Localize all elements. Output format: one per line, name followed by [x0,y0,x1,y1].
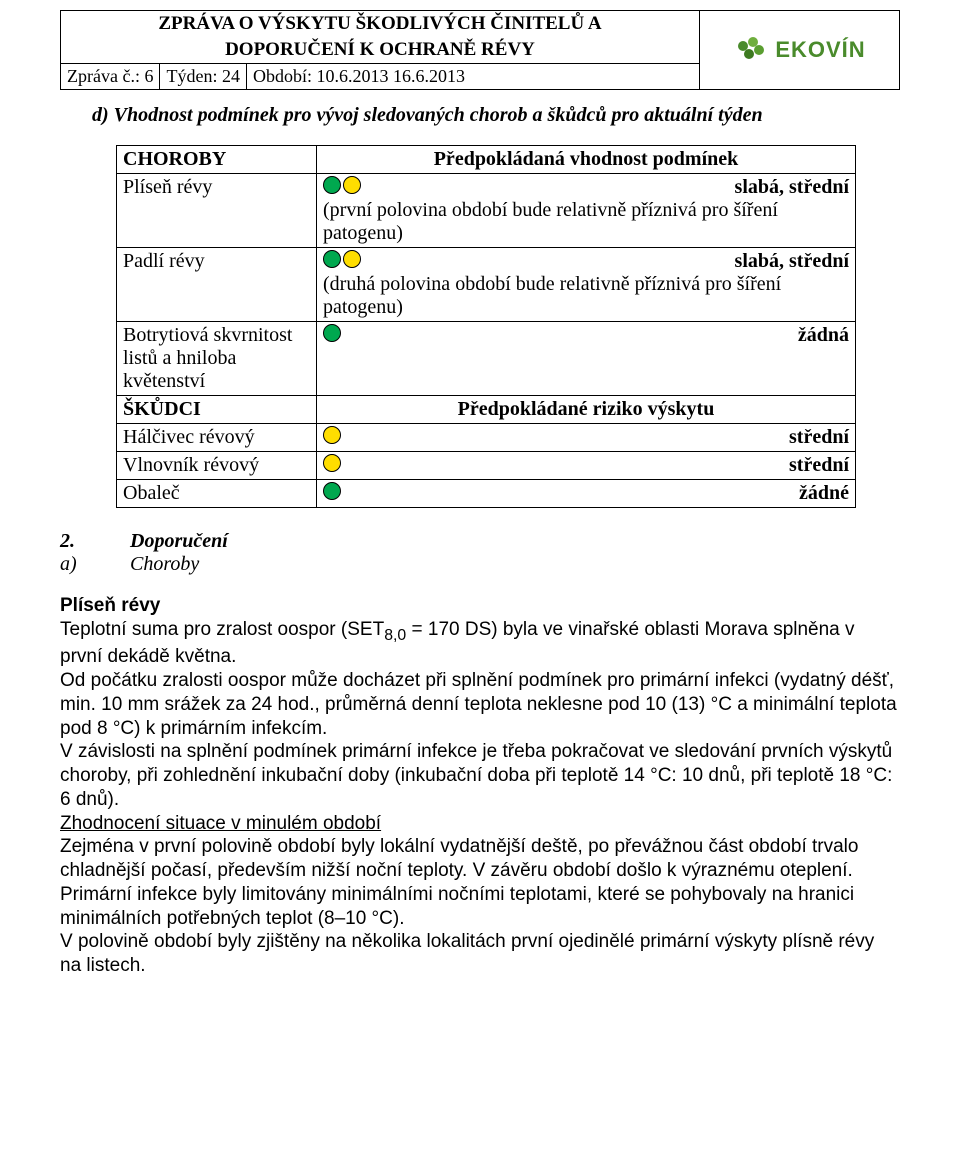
row-padli-label: Padlí révy [117,248,317,322]
disease-heading: Plíseň révy [60,594,900,618]
dot-yellow [343,176,361,194]
dots-green-yellow [323,250,361,268]
logo-cell: EKOVÍN [699,11,899,89]
row-plisen-note: (první polovina období bude relativně př… [323,199,849,245]
p2: Od počátku zralosti oospor může docházet… [60,669,900,740]
row-botry-label: Botrytiová skvrnitost listů a hniloba kv… [117,322,317,396]
dot-green [323,324,341,342]
row-vlnovnik-label: Vlnovník révový [117,452,317,480]
section-d-label: d) [92,104,109,126]
grape-leaf-icon [733,32,769,68]
sec2-a: a) [60,553,100,576]
dot-green [323,176,341,194]
dots-green-yellow [323,176,361,194]
conditions-table: CHOROBY Předpokládaná vhodnost podmínek … [116,145,856,508]
dot-yellow [323,426,341,444]
p4: Zejména v první polovině období byly lok… [60,835,900,883]
hdr-skudci: ŠKŮDCI [117,396,317,424]
row-botry-value: žádná [317,322,856,396]
period: Období: 10.6.2013 16.6.2013 [247,64,699,89]
row-halcivec-value: střední [317,424,856,452]
meta-row: Zpráva č.: 6 Týden: 24 Období: 10.6.2013… [61,63,699,89]
p6: V polovině období byly zjištěny na někol… [60,930,900,978]
row-vlnovnik-value: střední [317,452,856,480]
logo-text: EKOVÍN [775,37,865,63]
hdr-choroby: CHOROBY [117,146,317,174]
report-title-1: ZPRÁVA O VÝSKYTU ŠKODLIVÝCH ČINITELŮ A [61,11,699,37]
row-obalec-value: žádné [317,480,856,508]
week: Týden: 24 [160,64,247,89]
report-no: Zpráva č.: 6 [61,64,160,89]
report-title-2: DOPORUČENÍ K OCHRANĚ RÉVY [61,37,699,63]
dot-green [323,250,341,268]
section-d-heading: d) Vhodnost podmínek pro vývoj sledovaný… [60,104,900,127]
body-text: Plíseň révy Teplotní suma pro zralost oo… [60,594,900,978]
dot-yellow [343,250,361,268]
dot-green [323,482,341,500]
sec2-num: 2. [60,530,100,553]
row-plisen-value: slabá, střední (první polovina období bu… [317,174,856,248]
row-halcivec-label: Hálčivec révový [117,424,317,452]
row-plisen-label: Plíseň révy [117,174,317,248]
section-d-title: Vhodnost podmínek pro vývoj sledovaných … [114,104,763,126]
report-header: ZPRÁVA O VÝSKYTU ŠKODLIVÝCH ČINITELŮ A D… [60,10,900,90]
dot-single-green [323,324,341,342]
p3: V závislosti na splnění podmínek primárn… [60,740,900,811]
ekovin-logo: EKOVÍN [733,32,865,68]
section-2: 2. Doporučení a) Choroby [60,530,900,576]
sec2-a-label: Choroby [130,553,199,576]
dot-yellow [323,454,341,472]
hdr-pred: Předpokládaná vhodnost podmínek [317,146,856,174]
hdr-riziko: Předpokládané riziko výskytu [317,396,856,424]
p1: Teplotní suma pro zralost oospor (SET8,0… [60,618,900,669]
row-padli-value: slabá, střední (druhá polovina období bu… [317,248,856,322]
subheading-underline: Zhodnocení situace v minulém období [60,813,381,834]
row-obalec-label: Obaleč [117,480,317,508]
p5: Primární infekce byly limitovány minimál… [60,883,900,931]
row-padli-note: (druhá polovina období bude relativně př… [323,273,849,319]
sec2-label: Doporučení [130,530,228,553]
